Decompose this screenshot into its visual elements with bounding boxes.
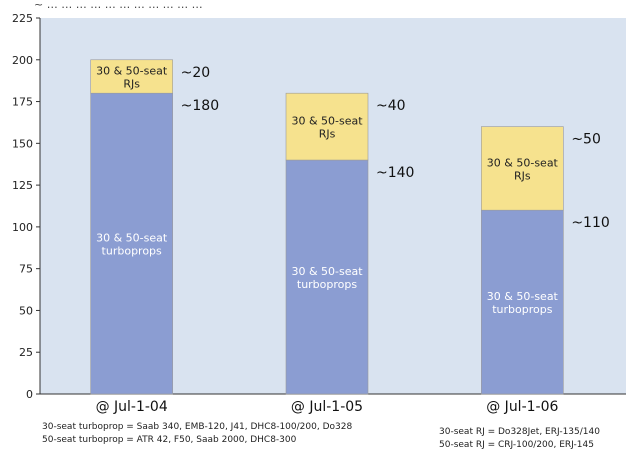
segment-label: 30 & 50-seat (96, 232, 168, 245)
value-label: ~140 (376, 165, 414, 181)
segment-label: 30 & 50-seat (291, 265, 363, 278)
segment-label: 30 & 50-seat (291, 115, 363, 128)
y-axis-ticks: 0 25 50 75 100 125 150 175 200 225 (12, 12, 40, 401)
footnote-left: 30-seat turboprop = Saab 340, EMB-120, J… (42, 421, 352, 447)
y-tick-label: 125 (12, 179, 33, 192)
chart-title: ~ … … … … … … … … … … … (34, 0, 203, 11)
footnote-rj-50: 50-seat RJ = CRJ-100/200, ERJ-145 (439, 440, 594, 450)
y-tick-label: 100 (12, 221, 33, 234)
y-tick-label: 150 (12, 137, 33, 150)
value-label: ~50 (571, 132, 601, 148)
segment-label: RJs (514, 169, 531, 182)
category-label: @ Jul-1-05 (291, 399, 363, 415)
footnote-turboprop-50: 50-seat turboprop = ATR 42, F50, Saab 20… (42, 435, 297, 445)
value-label: ~180 (181, 98, 219, 114)
bar-segment (481, 209, 564, 395)
bar-segment (481, 126, 564, 211)
bar-segment (285, 159, 369, 395)
y-tick-label: 0 (26, 388, 33, 401)
footnote-rj-30: 30-seat RJ = Do328Jet, ERJ-135/140 (439, 427, 600, 437)
segment-label: RJs (319, 128, 336, 141)
value-label: ~40 (376, 98, 406, 114)
bar-segment (285, 92, 369, 161)
y-tick-label: 75 (19, 263, 33, 276)
bar-segment (90, 59, 173, 94)
footnote-right: 30-seat RJ = Do328Jet, ERJ-135/140 50-se… (439, 426, 600, 452)
y-tick-label: 25 (19, 346, 33, 359)
y-tick-label: 175 (12, 96, 33, 109)
segment-label: turboprops (492, 303, 552, 316)
value-label: ~20 (181, 65, 211, 81)
bar-segment (90, 92, 173, 395)
segment-label: 30 & 50-seat (487, 290, 559, 303)
value-label: ~110 (571, 215, 609, 231)
category-label: @ Jul-1-04 (96, 399, 168, 415)
y-tick-label: 200 (12, 54, 33, 67)
y-tick-label: 50 (19, 304, 33, 317)
segment-label: RJs (123, 77, 140, 90)
category-label: @ Jul-1-06 (486, 399, 558, 415)
y-tick-label: 225 (12, 12, 33, 25)
footnote-turboprop-30: 30-seat turboprop = Saab 340, EMB-120, J… (42, 422, 353, 432)
segment-label: turboprops (102, 245, 162, 258)
segment-label: 30 & 50-seat (96, 64, 168, 77)
category-labels: @ Jul-1-04 @ Jul-1-05 @ Jul-1-06 (96, 399, 559, 415)
segment-label: 30 & 50-seat (487, 156, 559, 169)
segment-label: turboprops (297, 278, 357, 291)
